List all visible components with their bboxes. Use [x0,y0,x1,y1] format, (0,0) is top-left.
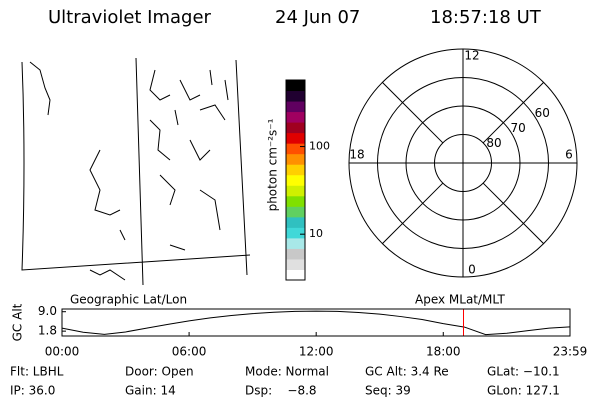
map [21,57,251,286]
color-step [286,237,305,249]
color-step [286,164,305,176]
color-step [286,216,305,228]
altitude-line [61,310,571,336]
mlt-label: 12 [464,49,479,63]
x-tick-label: 00:00 [45,345,80,359]
info-field: Dsp: −8.8 [245,384,317,398]
color-step [286,143,305,155]
diag [482,82,544,144]
diag [482,182,544,244]
title: Ultraviolet Imager [48,7,212,28]
lat-label: 60 [535,106,550,120]
diag [382,82,444,144]
mlt-label: 18 [349,148,364,162]
color-step [286,248,305,260]
color-step [286,206,305,218]
color-step [286,258,305,270]
diag [382,182,444,244]
footer: Flt: LBHL Door: Open Mode: Normal GC Alt: 3… [10,365,560,398]
color-step [286,185,305,197]
info-field: Flt: LBHL [10,365,64,379]
color-step [286,195,305,207]
y-tick-label: 9.0 [38,304,57,318]
info-field: GC Alt: 3.4 Re [365,365,449,379]
info-field: Seq: 39 [365,384,411,398]
x-tick-label: 23:59 [553,345,588,359]
mlt-label: 6 [565,148,573,162]
x-tick-label: 18:00 [426,345,461,359]
color-step [286,122,305,134]
plot-frame [61,308,571,337]
info-field: Gain: 14 [125,384,176,398]
color-step [286,90,305,102]
info-field: Mode: Normal [245,365,329,379]
color-step [286,101,305,113]
colorbar-frame [285,79,306,281]
color-step [286,227,305,239]
right-label: Apex MLat/MLT [415,293,505,307]
time: 18:57:18 UT [430,7,542,28]
color-step [286,153,305,165]
color-step [286,174,305,186]
color-step [286,80,305,92]
cb-tick-label: 10 [309,227,323,240]
info-field: GLon: 127.1 [487,384,560,398]
lat-label: 70 [510,121,525,135]
color-step [286,111,305,123]
altitude-plot: Geographic Lat/Lon Apex MLat/MLT GC Alt 9.0… [11,293,588,359]
colorbar: 10 100 [285,79,330,281]
cb-tick-label: 100 [309,140,330,153]
x-tick-label: 06:00 [172,345,207,359]
mlt-label: 0 [468,263,476,277]
polar-grid: 80 70 60 0 6 12 18 [348,48,578,278]
info-field: Door: Open [125,365,194,379]
x-tick-label: 12:00 [299,345,334,359]
color-step [286,132,305,144]
left-label: Geographic Lat/Lon [70,293,187,307]
color-step [286,269,305,281]
lat-label: 80 [486,136,501,150]
y-tick-label: 1.8 [38,324,57,338]
date: 24 Jun 07 [275,7,360,28]
colorbar-label: photon cm⁻²s⁻¹ [266,118,280,211]
info-field: IP: 36.0 [10,384,55,398]
y-label: GC Alt [11,303,25,341]
info-field: GLat: −10.1 [487,365,560,379]
